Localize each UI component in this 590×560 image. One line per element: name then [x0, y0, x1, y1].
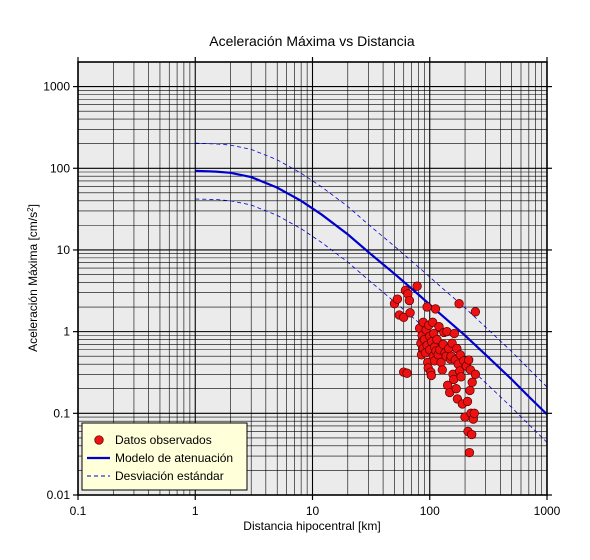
data-point: [467, 429, 477, 440]
data-point: [404, 295, 415, 306]
data-point: [462, 396, 473, 407]
data-point: [454, 299, 464, 309]
data-point: [392, 294, 403, 304]
data-point: [432, 334, 442, 345]
data-point: [437, 365, 447, 375]
ticks: 0.1 1 10 100 1000 0.01 0.1 1 10 100 1000: [43, 57, 561, 518]
x-tick-label: 100: [420, 504, 440, 518]
data-point: [470, 369, 481, 379]
x-tick-label: 1: [192, 504, 199, 518]
y-tick-label: 0.01: [47, 488, 71, 502]
data-point: [465, 385, 475, 396]
attenuation-model-line: [195, 169, 548, 416]
grid: [77, 61, 547, 496]
data-point: [464, 447, 475, 458]
data-point: [464, 355, 474, 365]
data-point: [469, 408, 479, 418]
y-axis-label-main: Aceleración Máxima [cm/s: [26, 212, 40, 352]
data-point: [399, 312, 409, 322]
series-layer: [195, 142, 548, 458]
data-point: [412, 281, 422, 291]
legend-marker-points: [94, 435, 104, 445]
chart-title: Aceleración Máxima vs Distancia: [209, 33, 415, 49]
std-deviation-curve: [195, 142, 548, 388]
y-tick-label: 0.1: [53, 406, 70, 420]
y-axis-label-tail: ]: [26, 204, 40, 207]
legend-label: Modelo de atenuación: [115, 451, 233, 465]
legend: Datos observados Modelo de atenuación Desv…: [81, 422, 248, 491]
y-tick-label: 1000: [43, 80, 70, 94]
data-point: [430, 304, 441, 314]
data-point: [467, 377, 477, 387]
legend-label: Desviación estándar: [115, 469, 224, 483]
y-tick-label: 1: [63, 325, 70, 339]
data-point: [402, 368, 412, 378]
data-point: [426, 370, 436, 381]
legend-box: [81, 422, 248, 491]
x-axis-label: Distancia hipocentral [km]: [243, 519, 380, 533]
data-point: [405, 308, 415, 318]
x-tick-label: 10: [306, 504, 320, 518]
y-tick-label: 100: [50, 161, 70, 175]
std-deviation-curve: [195, 198, 548, 443]
y-tick-label: 10: [57, 243, 71, 257]
x-tick-label: 0.1: [70, 504, 87, 518]
legend-label: Datos observados: [115, 433, 212, 447]
y-axis-label-superscript: 2: [26, 207, 35, 212]
data-point: [449, 328, 459, 339]
data-point: [456, 372, 466, 382]
data-point: [428, 317, 438, 327]
y-axis-label: Aceleración Máxima [cm/s2]: [26, 204, 41, 352]
data-point: [470, 307, 481, 317]
data-point: [422, 302, 432, 312]
data-point: [451, 384, 461, 394]
x-tick-label: 1000: [534, 504, 561, 518]
